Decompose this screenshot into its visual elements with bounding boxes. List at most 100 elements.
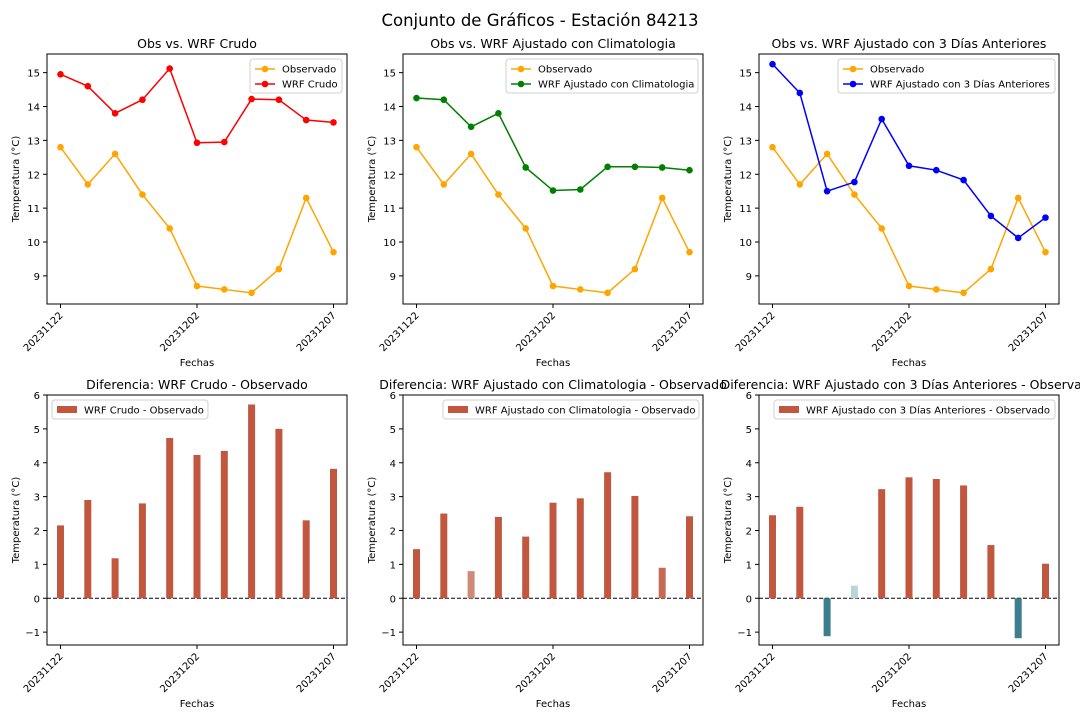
y-tick-label: 15 [739, 69, 752, 80]
data-point [139, 191, 146, 198]
data-point [577, 286, 584, 293]
bar [878, 489, 886, 599]
data-point [166, 225, 173, 232]
bar [850, 585, 858, 599]
bar [193, 454, 201, 599]
bar [494, 516, 502, 599]
bar [987, 545, 995, 599]
data-point [851, 191, 858, 198]
data-point [1042, 248, 1049, 256]
legend-label: Observado [538, 65, 592, 76]
bar [166, 438, 174, 599]
y-axis-label: Temperatura (°C) [11, 136, 22, 224]
data-point [796, 89, 804, 97]
y-tick-label: 0 [390, 594, 396, 605]
y-tick-label: 2 [34, 527, 40, 538]
bar [275, 428, 283, 599]
x-tick-label: 20231202 [870, 651, 914, 695]
chart-title: Diferencia: WRF Ajustado con Climatologi… [379, 377, 727, 392]
data-point [275, 96, 283, 104]
data-point [413, 143, 420, 151]
data-point [166, 65, 173, 72]
legend: Observado WRF Ajustado con 3 Días Anterio… [837, 58, 1056, 94]
data-point [686, 248, 693, 256]
x-tick-label: 20231207 [295, 651, 339, 695]
data-point [1014, 234, 1022, 242]
legend-box [837, 58, 1056, 94]
x-tick-label: 20231202 [870, 310, 914, 354]
x-axis-label: Fechas [180, 699, 215, 710]
legend-label: Observado [870, 65, 924, 76]
data-point [823, 187, 831, 195]
data-point [933, 166, 940, 174]
y-tick-label: 5 [746, 425, 752, 436]
x-axis-label: Fechas [892, 358, 927, 369]
x-tick-label: 20231122 [734, 310, 778, 354]
legend-marker [517, 80, 525, 88]
data-point [467, 150, 475, 158]
y-tick-label: 11 [27, 204, 40, 215]
legend-marker [849, 65, 857, 73]
y-tick-label: 3 [390, 493, 396, 504]
legend-marker [261, 65, 269, 73]
data-point [248, 95, 255, 103]
legend-swatch [779, 406, 799, 413]
bar [84, 500, 92, 599]
data-point [549, 187, 557, 194]
legend-marker [849, 80, 857, 88]
bar [604, 472, 612, 599]
legend-marker [517, 65, 525, 73]
data-point [960, 289, 967, 297]
bar [111, 558, 119, 599]
y-tick-label: 13 [739, 136, 752, 147]
data-point [658, 194, 666, 202]
data-point [1014, 194, 1022, 202]
data-point [57, 71, 64, 78]
data-point [221, 138, 228, 146]
y-tick-label: 10 [27, 238, 40, 249]
legend-box [773, 399, 1056, 420]
series-line [415, 146, 691, 294]
data-point [604, 289, 611, 297]
x-tick-label: 20231122 [378, 651, 422, 695]
y-tick-label: 12 [739, 170, 752, 181]
y-tick-label: 0 [34, 594, 40, 605]
y-tick-label: 10 [739, 238, 752, 249]
bar [796, 506, 804, 599]
legend-label: Observado [282, 65, 336, 76]
x-tick-label: 20231202 [158, 651, 202, 695]
data-point [577, 186, 584, 193]
x-tick-label: 20231122 [22, 651, 66, 695]
legend: WRF Ajustado con Climatologia - Observad… [442, 399, 700, 420]
chart-panel-3: Obs vs. WRF Ajustado con 3 Días Anterior… [723, 36, 1060, 369]
bar [57, 525, 64, 599]
bar [1014, 598, 1022, 639]
y-tick-label: 11 [739, 204, 752, 215]
bar [413, 549, 420, 599]
x-tick-label: 20231122 [22, 310, 66, 354]
y-axis-label: Temperatura (°C) [723, 136, 734, 224]
data-point [302, 194, 310, 202]
data-point [139, 96, 146, 104]
y-axis-label: Temperatura (°C) [11, 477, 22, 565]
y-tick-label: 13 [27, 136, 40, 147]
bar [905, 477, 913, 599]
y-tick-label: 14 [383, 103, 396, 114]
y-tick-label: 4 [390, 459, 396, 470]
bar [138, 503, 146, 599]
bar [467, 571, 475, 599]
y-tick-label: 5 [390, 425, 396, 436]
bar [686, 516, 693, 599]
data-point [549, 282, 557, 290]
y-tick-label: 11 [383, 204, 396, 215]
y-tick-label: 5 [34, 425, 40, 436]
x-axis-label: Fechas [536, 699, 571, 710]
data-point [686, 166, 693, 174]
y-tick-label: 9 [746, 272, 752, 283]
y-tick-label: 6 [746, 391, 752, 402]
bar [769, 515, 776, 599]
data-point [330, 119, 337, 126]
data-point [987, 212, 995, 220]
y-tick-label: 14 [27, 103, 40, 114]
